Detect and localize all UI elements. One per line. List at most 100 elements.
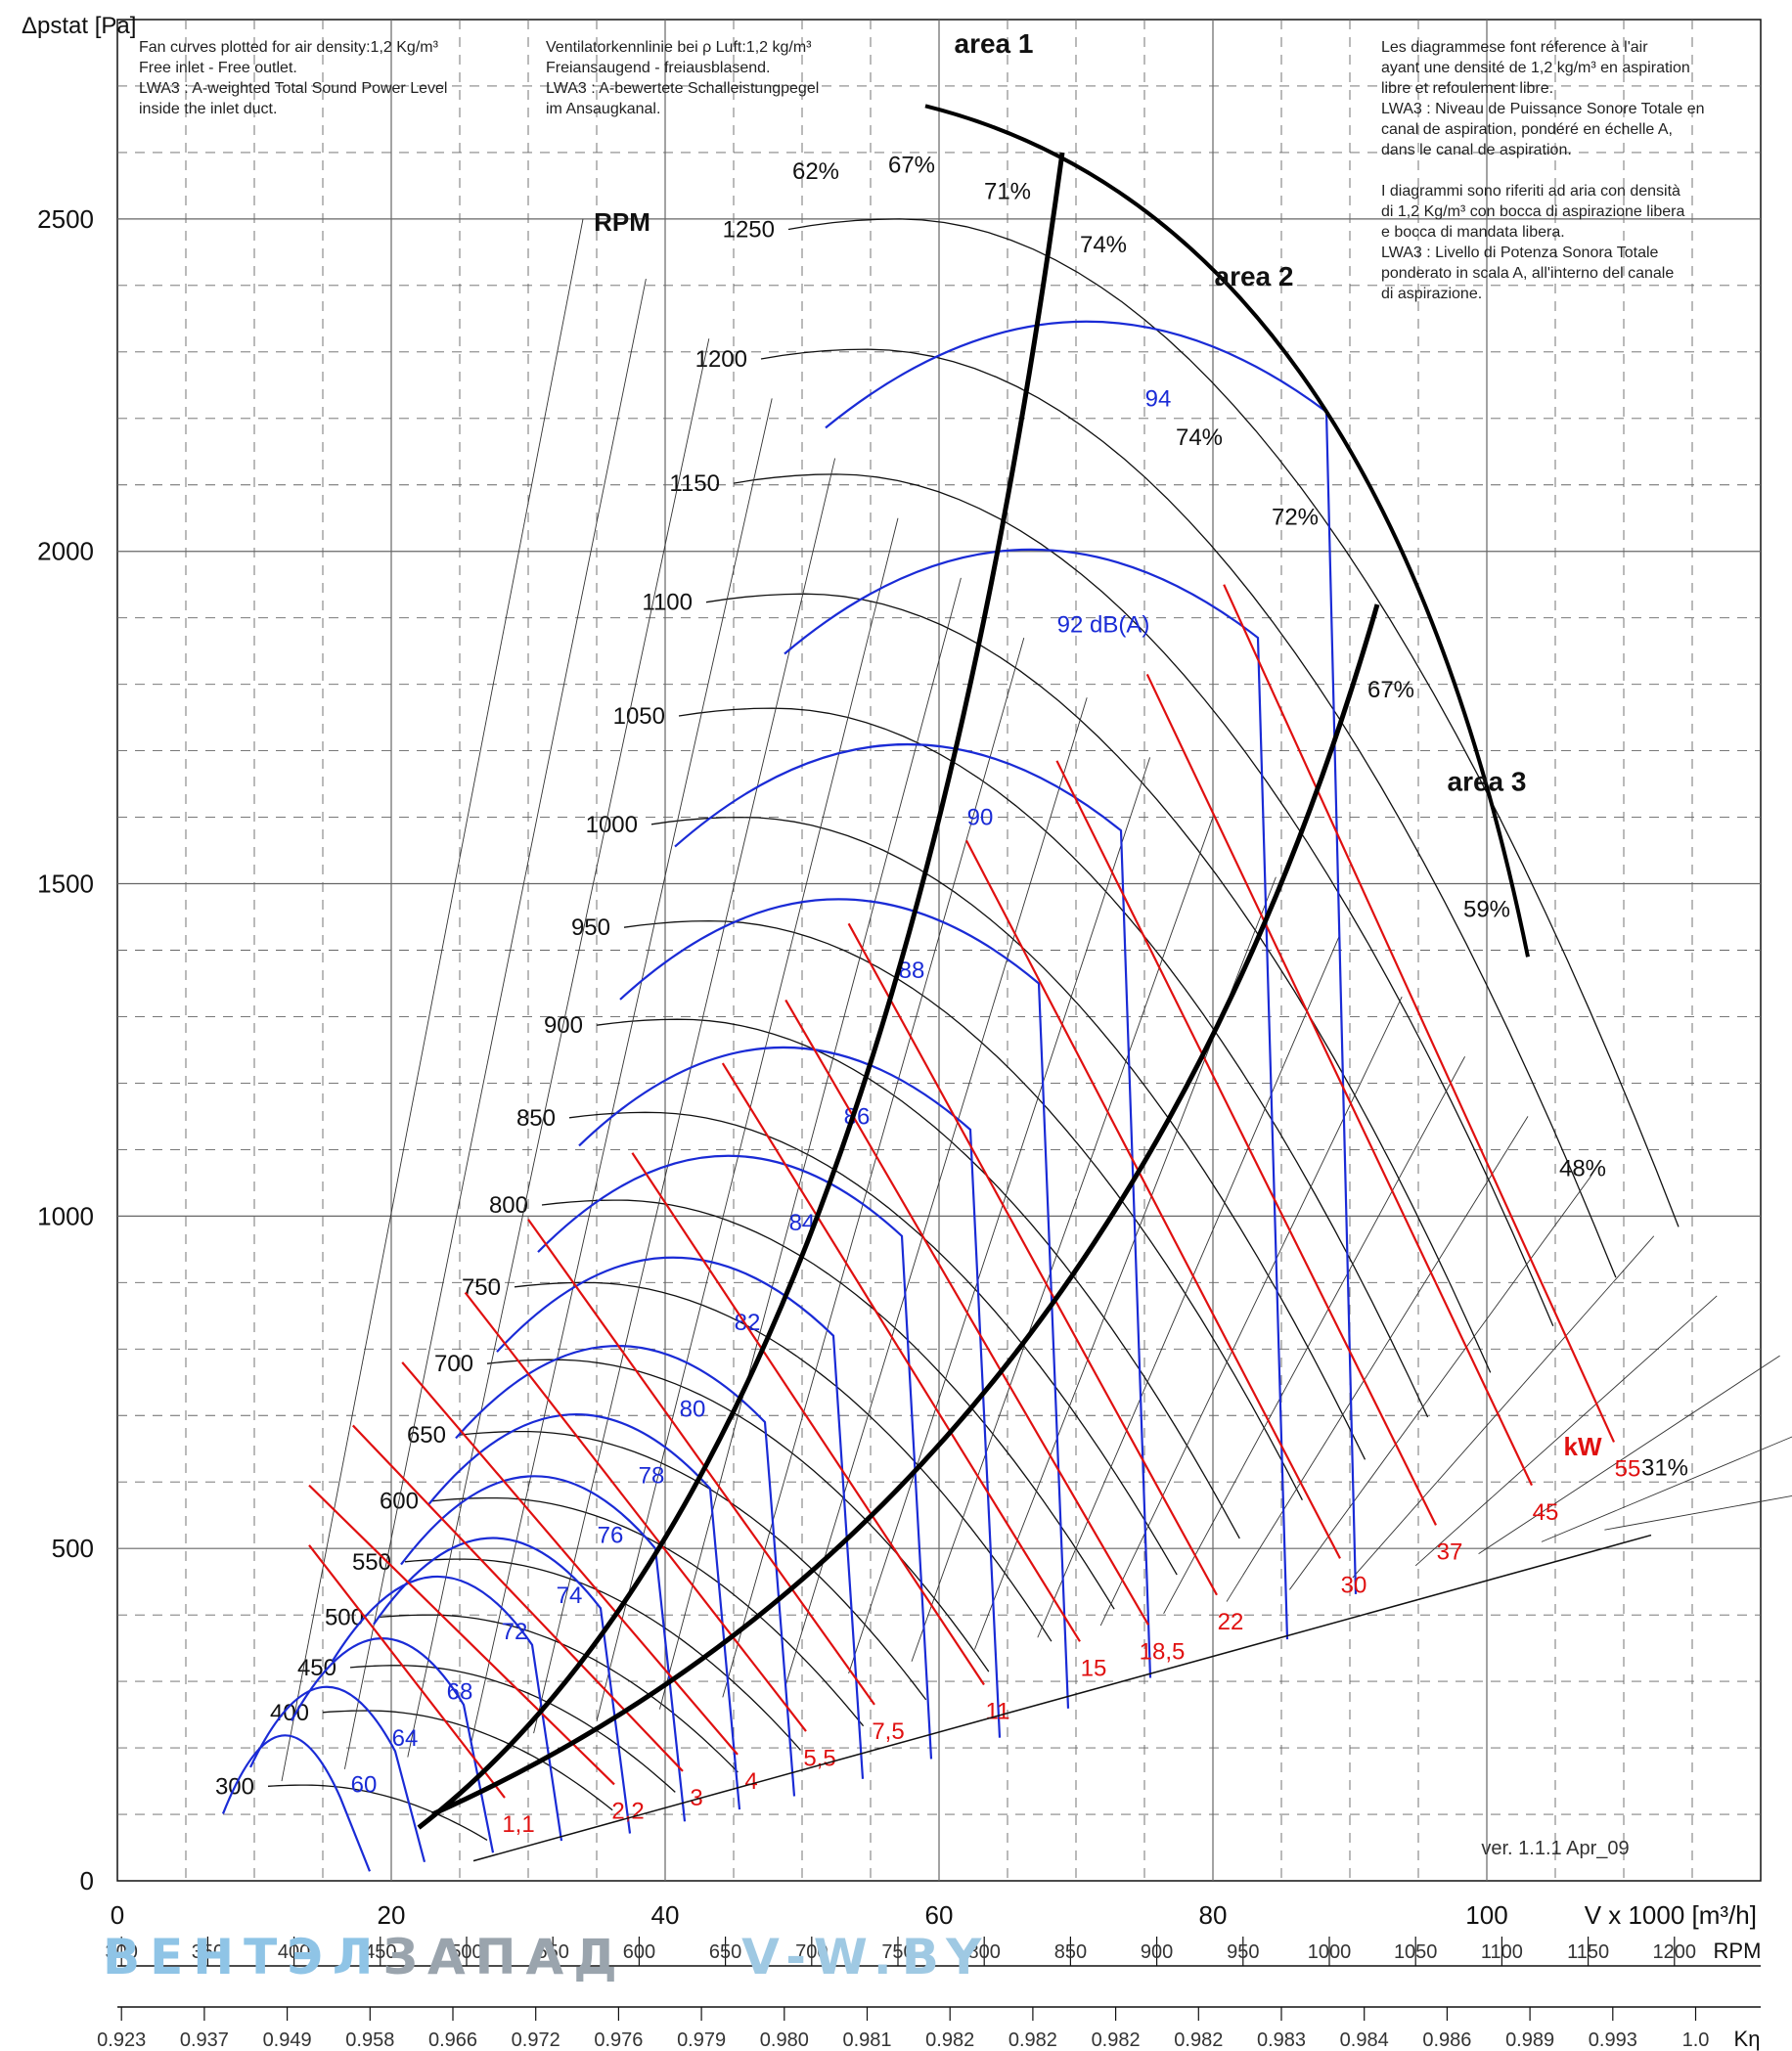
sound-level-label: 68 bbox=[447, 1678, 473, 1705]
rpm-curve bbox=[404, 1558, 801, 1751]
rpm-curve bbox=[459, 1430, 927, 1701]
efficiency-line bbox=[1604, 1495, 1792, 1531]
keta-axis-label: 0.982 bbox=[1008, 2029, 1057, 2051]
power-line bbox=[1223, 584, 1616, 1443]
efficiency-line bbox=[1414, 1295, 1718, 1567]
sound-level-curve bbox=[373, 1537, 632, 1834]
efficiency-line bbox=[911, 817, 1214, 1662]
sound-level-curve bbox=[578, 1046, 1002, 1738]
efficiency-line bbox=[596, 517, 899, 1721]
rpm-curve-label: 1250 bbox=[723, 217, 775, 244]
rpm-curve-label: 700 bbox=[434, 1351, 473, 1377]
rpm-axis-title: RPM bbox=[1714, 1939, 1762, 1963]
area-label: area 3 bbox=[1448, 766, 1527, 796]
rpm-axis-label: 750 bbox=[881, 1941, 914, 1963]
keta-axis-label: 0.983 bbox=[1257, 2029, 1306, 2051]
rpm-axis-label: 1200 bbox=[1653, 1941, 1697, 1963]
power-label: 37 bbox=[1437, 1539, 1463, 1566]
efficiency-line bbox=[1037, 936, 1340, 1638]
power-label: 45 bbox=[1533, 1499, 1559, 1526]
sound-level-label: 64 bbox=[392, 1725, 419, 1752]
power-label: 7,5 bbox=[872, 1718, 904, 1745]
sound-level-curve bbox=[674, 743, 1152, 1678]
power-label: 3 bbox=[690, 1785, 702, 1811]
rpm-curve bbox=[596, 1018, 1240, 1539]
power-label: 18,5 bbox=[1140, 1639, 1186, 1666]
y-tick-label: 1000 bbox=[37, 1201, 94, 1230]
watermark: ВЕНТЭЛЗАПАД V-W.BY bbox=[103, 1929, 991, 1985]
efficiency-label: 48% bbox=[1559, 1156, 1606, 1182]
efficiency-line bbox=[1099, 996, 1403, 1627]
sound-level-curve bbox=[784, 548, 1289, 1640]
power-line bbox=[464, 1291, 807, 1732]
keta-axis-label: 1.0 bbox=[1682, 2029, 1710, 2051]
sound-level-label: 72 bbox=[502, 1619, 528, 1645]
sound-level-curve bbox=[332, 1576, 563, 1842]
sound-level-curve bbox=[825, 320, 1358, 1594]
rpm-axis-label: 900 bbox=[1141, 1941, 1173, 1963]
keta-axis-label: 0.984 bbox=[1340, 2029, 1389, 2051]
power-label: 5,5 bbox=[803, 1745, 835, 1771]
sound-level-label: 80 bbox=[680, 1396, 706, 1422]
rpm-curve-label: 650 bbox=[407, 1422, 446, 1449]
x-tick-label: 20 bbox=[378, 1900, 406, 1930]
power-line bbox=[631, 1152, 985, 1686]
rpm-curve bbox=[650, 816, 1366, 1460]
rpm-title: RPM bbox=[594, 207, 650, 237]
area-arrow-curve bbox=[924, 104, 1530, 958]
power-line bbox=[308, 1544, 506, 1799]
efficiency-label: 62% bbox=[792, 158, 839, 185]
keta-axis-label: 0.976 bbox=[594, 2029, 643, 2051]
power-label: 15 bbox=[1081, 1656, 1107, 1682]
note-french-italian: Les diagrammese font réference à l'air a… bbox=[1381, 39, 1705, 302]
x-tick-label: 60 bbox=[925, 1900, 954, 1930]
rpm-axis-label: 600 bbox=[623, 1941, 655, 1963]
x-tick-label: 40 bbox=[651, 1900, 680, 1930]
efficiency-line bbox=[1541, 1436, 1792, 1542]
power-label: 2,2 bbox=[611, 1799, 644, 1825]
rpm-curve bbox=[760, 348, 1617, 1278]
rpm-curve-label: 1150 bbox=[669, 470, 720, 497]
efficiency-line bbox=[407, 338, 710, 1758]
rpm-curve-label: 850 bbox=[516, 1105, 556, 1132]
sound-level-curve bbox=[427, 1413, 741, 1810]
power-line bbox=[847, 922, 1218, 1596]
efficiency-label: 74% bbox=[1080, 232, 1127, 258]
sound-level-label: 78 bbox=[639, 1462, 665, 1489]
rpm-curve bbox=[678, 707, 1429, 1418]
sound-level-label: 90 bbox=[967, 805, 994, 831]
rpm-axis-label: 500 bbox=[450, 1941, 482, 1963]
rpm-axis-label: 400 bbox=[278, 1941, 310, 1963]
rpm-axis-label: 450 bbox=[364, 1941, 396, 1963]
rpm-axis-label: 300 bbox=[106, 1941, 138, 1963]
efficiency-line bbox=[533, 458, 836, 1734]
envelope-bottom bbox=[472, 1534, 1652, 1862]
rpm-curve-label: 1200 bbox=[695, 346, 747, 373]
watermark-part-1: ВЕНТЭЛ bbox=[103, 1929, 383, 1985]
efficiency-label: 71% bbox=[984, 179, 1031, 205]
watermark-part-2: ЗАПАД bbox=[382, 1929, 627, 1985]
efficiency-line bbox=[848, 757, 1151, 1674]
rpm-axis-label: 650 bbox=[709, 1941, 741, 1963]
rpm-curve bbox=[431, 1496, 865, 1727]
power-label: 11 bbox=[986, 1699, 1010, 1725]
y-axis-title: Δpstat [Pa] bbox=[22, 13, 137, 39]
watermark-url: V-W.BY bbox=[741, 1929, 992, 1985]
rpm-axis-label: 1000 bbox=[1308, 1941, 1352, 1963]
rpm-curve-label: 550 bbox=[352, 1549, 391, 1576]
efficiency-line bbox=[784, 697, 1088, 1686]
rpm-axis-label: 1150 bbox=[1567, 1941, 1609, 1963]
rpm-axis-label: 350 bbox=[192, 1941, 224, 1963]
power-label: 4 bbox=[744, 1768, 757, 1795]
version-label: ver. 1.1.1 Apr_09 bbox=[1481, 1838, 1629, 1859]
rpm-axis-label: 800 bbox=[968, 1941, 1001, 1963]
rpm-curve bbox=[623, 919, 1303, 1500]
rpm-axis-label: 950 bbox=[1227, 1941, 1259, 1963]
y-tick-label: 0 bbox=[80, 1866, 94, 1895]
keta-axis-label: 0.937 bbox=[180, 2029, 229, 2051]
rpm-curve-label: 950 bbox=[571, 914, 610, 941]
rpm-curve bbox=[541, 1199, 1115, 1610]
power-label: 22 bbox=[1218, 1609, 1244, 1635]
rpm-axis-label: 550 bbox=[537, 1941, 569, 1963]
